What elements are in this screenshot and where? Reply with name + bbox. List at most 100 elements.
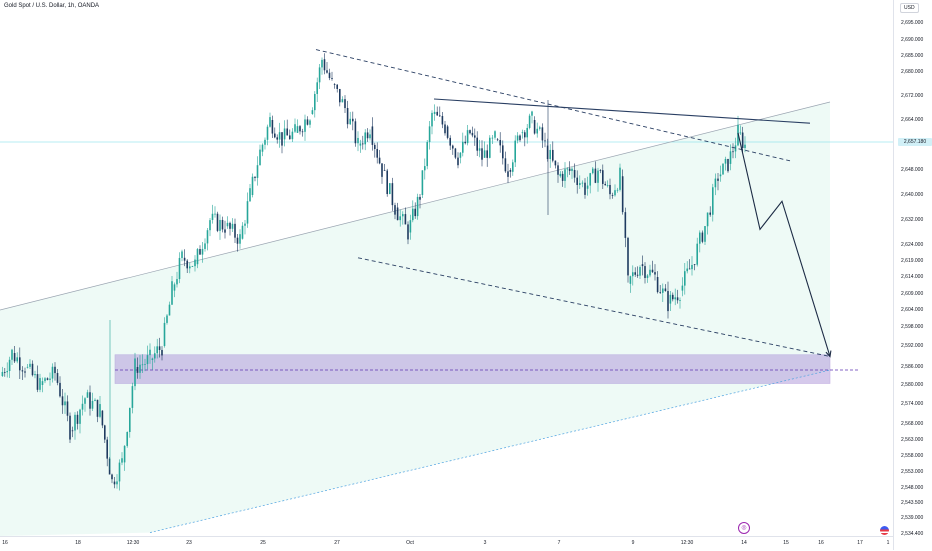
candle-body [674,297,676,300]
candle-body [549,149,551,160]
time-tick-label: Oct [406,540,414,546]
candle-body [516,135,519,141]
candle-body [221,219,224,230]
candle-body [507,171,509,177]
candle-body [402,214,404,217]
candle-body [394,205,396,215]
candle-body [94,399,96,401]
candle-body [546,145,549,160]
candle-body [604,183,606,186]
candle-body [274,133,276,138]
candle-body [39,378,41,390]
candle-body [476,137,478,151]
candle-body [464,141,466,144]
candle-body [359,143,362,146]
candle-body [56,373,59,383]
chart-title: Gold Spot / U.S. Dollar, 1h, OANDA [4,3,100,9]
price-axis[interactable]: USD 2,695.000 2,690.000 2,685.000 2,680.000… [893,0,932,550]
candle-body [573,170,576,178]
us-flag-icon[interactable] [880,526,889,535]
candle-body [624,212,627,238]
candle-body [481,148,483,160]
candle-body [486,150,488,158]
candle-body [446,126,449,138]
time-tick-label: 9 [631,540,635,546]
candle-body [449,137,451,146]
candle-body [656,277,659,293]
price-tick-label: 2,664.000 [901,117,924,123]
candle-body [619,167,621,190]
price-chart[interactable] [0,0,893,536]
candle-body [539,127,541,129]
candle-body [71,430,74,432]
candle-body [76,414,79,424]
candle-body [691,264,693,270]
candle-body [264,139,266,145]
candle-body [251,176,254,195]
candle-body [424,166,426,171]
candle-body [594,168,597,183]
candle-body [421,170,424,195]
candle-body [151,358,154,360]
time-tick-label: 16 [2,540,8,546]
candle-body [433,111,436,114]
candle-body [561,173,564,181]
candle-body [526,127,528,138]
candle-body [584,182,586,195]
price-tick-label: 2,558.000 [901,453,924,459]
candle-body [36,374,39,390]
candle-body [502,145,504,159]
candle-body [391,183,394,206]
candle-body [354,121,357,144]
time-axis[interactable]: 16 18 12:30 23 25 27 Oct 3 7 9 12:30 14 15 16 17 1 [0,536,893,551]
candle-body [383,170,386,171]
candle-body [436,111,438,116]
time-tick-label: 25 [260,540,266,546]
candle-body [483,150,486,158]
candle-body [271,120,274,134]
candle-body [46,378,49,380]
candle-body [614,190,616,196]
candle-body [524,132,526,138]
currency-badge[interactable]: USD [900,3,919,13]
time-tick-label: 14 [741,540,747,546]
candle-body [649,269,651,276]
candle-body [336,84,338,89]
candle-body [654,272,656,275]
candle-body [104,425,106,440]
price-tick-label: 2,619.000 [901,258,924,264]
candle-body [499,140,501,146]
candle-body [566,168,569,170]
candle-body [399,216,401,221]
candle-body [328,72,331,79]
candle-body [389,183,391,195]
candle-body [239,234,241,244]
candle-body [281,132,283,146]
candle-body [344,99,346,109]
candle-body [712,187,714,215]
support-zone [114,354,831,384]
candle-body [381,163,383,177]
candle-body [306,119,309,125]
candle-body [229,222,231,229]
candle-body [466,130,469,144]
resistance-line [433,98,811,124]
candle-body [602,170,604,184]
candle-body [528,115,531,128]
candle-body [19,357,21,371]
candle-body [504,158,507,172]
time-tick-label: 23 [186,540,192,546]
economic-event-icon[interactable]: ◎ [738,522,750,534]
candle-body [26,366,29,368]
candle-body [521,132,524,134]
candle-body [514,140,516,163]
candle-body [113,481,116,485]
price-tick-label: 2,563.000 [901,437,924,443]
chart-area[interactable]: Gold Spot / U.S. Dollar, 1h, OANDA ◎ [0,0,893,536]
candle-body [216,213,219,231]
candle-body [651,269,654,273]
candle-body [4,371,6,373]
candle-body [323,59,326,71]
candle-body [118,462,121,482]
candle-body [407,224,409,240]
